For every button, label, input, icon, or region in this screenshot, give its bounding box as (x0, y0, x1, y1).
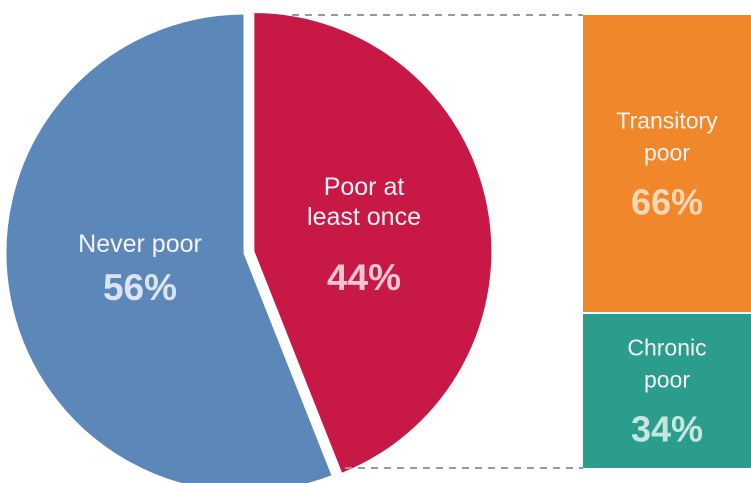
pie-value-poor-at-least-once: 44% (327, 257, 401, 298)
bar-value-chronic-poor: 34% (631, 409, 703, 450)
bar-label-transitory-poor-line2: poor (644, 140, 690, 166)
bar-label-chronic-poor-line1: Chronic (627, 335, 706, 361)
pie-slice-poor-at-least-once (251, 9, 495, 477)
bar-value-transitory-poor: 66% (631, 182, 703, 223)
stacked-bar (583, 15, 751, 468)
connector-lines (292, 14, 583, 469)
pie-label-never-poor-line1: Never poor (78, 230, 202, 258)
pie-value-never-poor: 56% (103, 267, 177, 308)
bar-label-chronic-poor-line2: poor (644, 367, 690, 393)
pie-chart (3, 9, 495, 483)
bar-segment-chronic-poor (583, 313, 751, 468)
bar-segment-transitory-poor (583, 15, 751, 312)
pie-slice-never-poor (3, 11, 336, 483)
bar-label-transitory-poor-line1: Transitory (616, 108, 718, 134)
pie-label-poor-at-least-once-line1: Poor at (324, 173, 405, 201)
pie-label-poor-at-least-once-line2: least once (307, 203, 421, 231)
